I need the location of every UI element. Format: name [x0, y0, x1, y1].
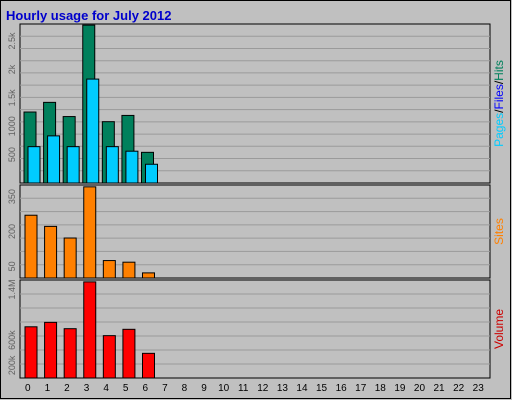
y-tick-label: 2.5k	[7, 32, 17, 50]
y-tick-label: 350	[7, 189, 17, 204]
bar-volume-1	[44, 321, 58, 379]
bar-pages-5	[125, 150, 139, 184]
x-tick-label-18: 18	[375, 383, 387, 394]
x-tick-label-10: 10	[218, 383, 230, 394]
y-tick-label: 1.5k	[7, 89, 17, 107]
bar-volume-2	[63, 328, 77, 379]
x-tick-label-9: 9	[201, 383, 207, 394]
x-tick-label-12: 12	[257, 383, 269, 394]
bar-sites-1	[44, 225, 58, 279]
y-tick-label: 50	[7, 261, 17, 271]
x-tick-label-7: 7	[162, 383, 168, 394]
side-label-part: Hits	[492, 60, 506, 81]
bar-sites-2	[63, 237, 77, 279]
x-tick-label-19: 19	[394, 383, 406, 394]
bar-volume-0	[24, 326, 38, 379]
x-tick-label-2: 2	[64, 383, 70, 394]
bar-pages-6	[145, 163, 158, 184]
x-tick-label-21: 21	[433, 383, 445, 394]
x-tick-label-8: 8	[182, 383, 188, 394]
x-tick-label-5: 5	[123, 383, 129, 394]
x-tick-label-4: 4	[103, 383, 109, 394]
x-tick-label-23: 23	[473, 383, 485, 394]
x-tick-label-0: 0	[25, 383, 31, 394]
x-tick-label-1: 1	[45, 383, 51, 394]
bar-pages-3	[86, 78, 100, 184]
panel-volume: 200k 600k 1.4M Volume	[7, 279, 506, 379]
bar-sites-3	[83, 186, 97, 279]
x-tick-label-20: 20	[414, 383, 426, 394]
side-label-pages_files_hits: Pages/Files/Hits	[492, 60, 506, 147]
bar-pages-4	[105, 146, 119, 184]
panel-sites: 50 200 350 Sites	[7, 184, 506, 279]
x-tick-label-11: 11	[238, 383, 249, 394]
bar-pages-1	[47, 135, 61, 184]
panel-frame	[19, 184, 491, 279]
x-tick-label-14: 14	[296, 383, 308, 394]
y-tick-label: 1.4M	[7, 279, 17, 299]
side-label-part: Files	[492, 84, 506, 109]
y-tick-label: 1000	[7, 116, 17, 136]
side-label-sites: Sites	[492, 218, 506, 245]
y-tick-label: 200	[7, 224, 17, 239]
bar-volume-4	[102, 335, 116, 379]
y-tick-label: 2k	[7, 64, 17, 74]
bar-pages-0	[27, 146, 41, 184]
x-axis: 0 1 2 3 4 5 6 7 8 9 10 11 12 13 14 15 16 17 18 19 20 21 22 23	[25, 383, 484, 394]
bar-volume-6	[142, 352, 155, 379]
side-label-part: Pages	[492, 113, 506, 147]
panels: 50010001.5k2k2.5kPages/Files/Hits5020035…	[7, 23, 506, 379]
x-tick-label-13: 13	[277, 383, 289, 394]
side-label-part: /	[492, 80, 506, 84]
bar-volume-3	[83, 281, 97, 379]
x-tick-label-6: 6	[143, 383, 149, 394]
bar-sites-6	[142, 272, 155, 279]
y-tick-label: 500	[7, 147, 17, 162]
y-tick-label: 600k	[7, 330, 17, 350]
x-tick-label-17: 17	[355, 383, 367, 394]
y-tick-label: 200k	[7, 355, 17, 375]
bar-sites-4	[102, 260, 116, 279]
side-label-part: /	[492, 109, 506, 113]
chart-title: Hourly usage for July 2012	[6, 8, 171, 23]
x-tick-label-16: 16	[336, 383, 348, 394]
x-tick-label-3: 3	[84, 383, 90, 394]
panel-frame	[19, 279, 491, 379]
side-label-volume: Volume	[492, 309, 506, 349]
side-label-part: Sites	[492, 218, 506, 245]
bar-volume-5	[122, 328, 136, 379]
x-tick-label-15: 15	[316, 383, 328, 394]
bar-pages-2	[66, 146, 80, 184]
side-label-part: Volume	[492, 309, 506, 349]
bar-sites-5	[122, 261, 136, 279]
x-tick-label-22: 22	[453, 383, 465, 394]
bar-sites-0	[24, 214, 38, 279]
